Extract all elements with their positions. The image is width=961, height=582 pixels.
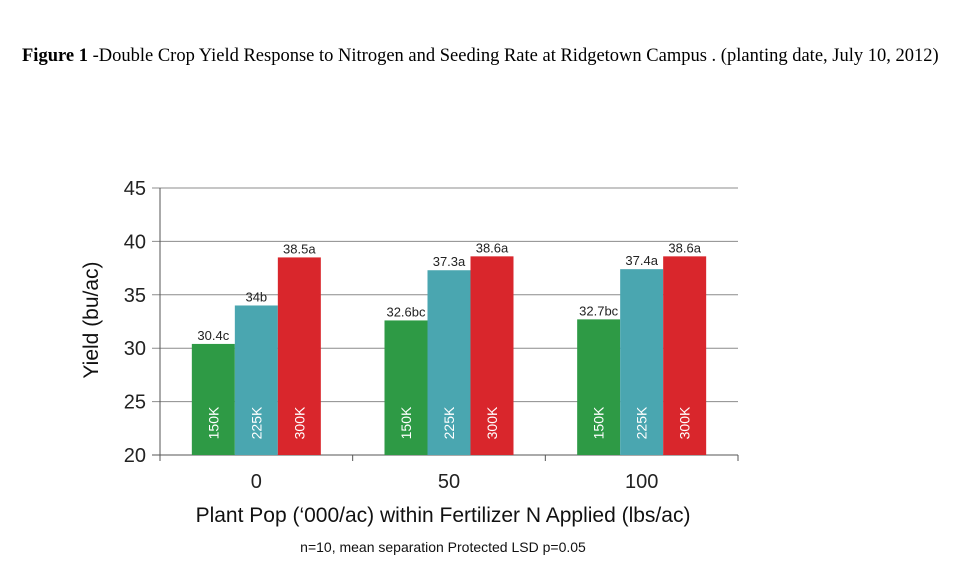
- data-label: 38.6a: [476, 240, 509, 255]
- data-label: 34b: [245, 289, 267, 304]
- y-axis-title: Yield (bu/ac): [80, 261, 103, 378]
- series-label: 300K: [291, 406, 307, 439]
- x-tick-label: 100: [625, 471, 658, 493]
- series-label: 225K: [248, 406, 264, 439]
- series-label: 150K: [205, 406, 221, 439]
- y-tick-label: 40: [124, 231, 146, 253]
- series-label: 225K: [634, 406, 650, 439]
- x-tick-label: 50: [438, 471, 460, 493]
- data-label: 37.4a: [625, 253, 658, 268]
- data-label: 32.6bc: [386, 304, 426, 319]
- data-label: 38.5a: [283, 241, 316, 256]
- data-label: 32.7bc: [579, 303, 619, 318]
- data-label: 37.3a: [433, 254, 466, 269]
- x-axis-title: Plant Pop (‘000/ac) within Fertilizer N …: [196, 504, 691, 527]
- bar: [427, 270, 471, 455]
- x-axis-ticks: 0 50 100: [251, 471, 659, 493]
- figure-caption-text: -Double Crop Yield Response to Nitrogen …: [87, 46, 939, 66]
- y-tick-label: 25: [124, 392, 146, 414]
- bar: [191, 343, 235, 455]
- y-tick-label: 35: [124, 285, 146, 307]
- series-label: 225K: [441, 406, 457, 439]
- bar: [384, 320, 428, 455]
- bar: [577, 319, 621, 455]
- x-tick-label: 0: [251, 471, 262, 493]
- y-tick-label: 45: [124, 178, 146, 200]
- statistics-note: n=10, mean separation Protected LSD p=0.…: [300, 539, 586, 555]
- bar: [470, 256, 514, 455]
- series-label: 150K: [591, 406, 607, 439]
- bar: [620, 269, 664, 455]
- bar: [663, 256, 707, 455]
- series-label: 300K: [677, 406, 693, 439]
- bars: 30.4c 150K 34b 225K 38.5a 300K 32.6bc 150K 37.3a…: [191, 240, 707, 455]
- y-tick-label: 20: [124, 445, 146, 467]
- bar: [234, 305, 278, 455]
- y-axis-ticks: 20 25 30 35 40 45: [124, 178, 146, 467]
- series-label: 150K: [398, 406, 414, 439]
- series-label: 300K: [484, 406, 500, 439]
- data-label: 38.6a: [668, 240, 701, 255]
- y-tick-label: 30: [124, 338, 146, 360]
- figure-label: Figure 1: [22, 46, 88, 66]
- figure-caption: Figure 1 -Double Crop Yield Response to …: [22, 46, 947, 67]
- bar: [277, 257, 321, 455]
- data-label: 30.4c: [197, 328, 229, 343]
